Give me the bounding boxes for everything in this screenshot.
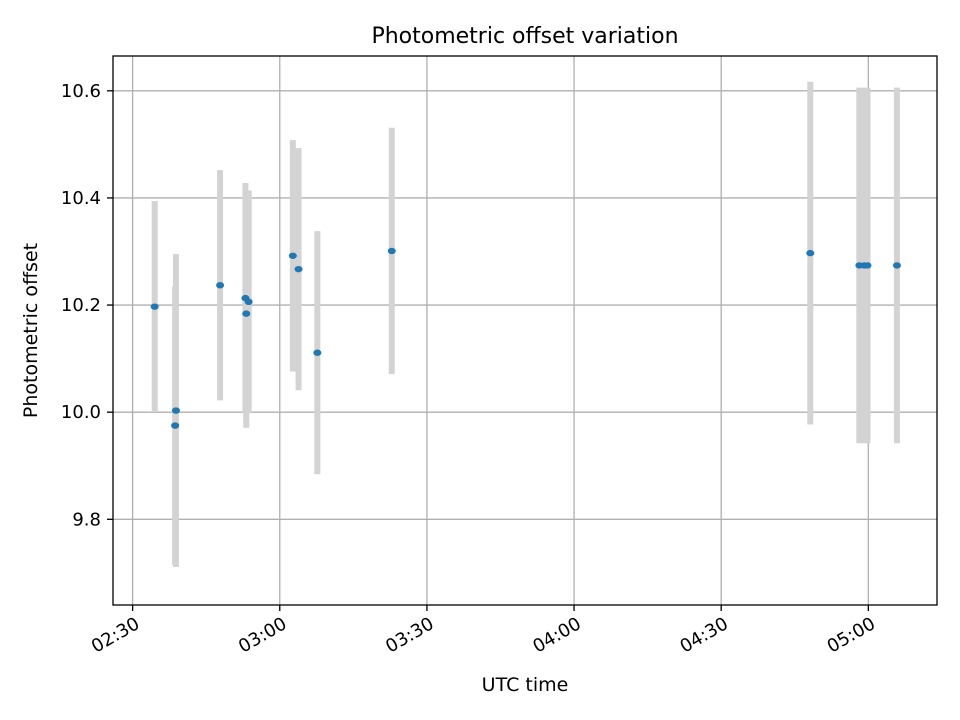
y-tick-label: 10.0 bbox=[61, 402, 101, 423]
data-point bbox=[387, 247, 396, 255]
gridlines bbox=[113, 56, 937, 605]
y-tick-label: 10.6 bbox=[61, 81, 101, 102]
y-axis-ticks: 9.8 10.0 10.2 10.4 10.6 bbox=[61, 81, 113, 530]
x-tick-label: 04:30 bbox=[676, 613, 731, 657]
x-axis-label: UTC time bbox=[482, 674, 569, 696]
x-tick-label: 02:30 bbox=[88, 613, 143, 657]
data-point bbox=[171, 422, 180, 429]
x-tick-label: 04:00 bbox=[529, 613, 584, 657]
data-point bbox=[244, 298, 253, 306]
data-point bbox=[313, 349, 322, 356]
data-point bbox=[150, 303, 159, 310]
data-point bbox=[288, 252, 297, 259]
data-point bbox=[892, 262, 901, 269]
y-axis-label: Photometric offset bbox=[20, 243, 42, 418]
y-tick-label: 9.8 bbox=[72, 509, 101, 530]
y-tick-label: 10.4 bbox=[61, 188, 101, 209]
x-axis-ticks: 02:30 03:00 03:30 04:00 04:30 05:00 bbox=[88, 605, 879, 657]
data-point bbox=[171, 407, 180, 414]
data-point bbox=[863, 262, 872, 269]
x-tick-label: 03:00 bbox=[235, 613, 290, 657]
chart-title: Photometric offset variation bbox=[371, 24, 678, 49]
data-point bbox=[242, 310, 251, 317]
y-tick-label: 10.2 bbox=[61, 295, 101, 316]
data-points bbox=[150, 247, 901, 429]
error-bars bbox=[151, 81, 900, 567]
x-tick-label: 05:00 bbox=[824, 613, 879, 657]
x-tick-label: 03:30 bbox=[382, 613, 437, 657]
data-point bbox=[294, 265, 303, 273]
plot-area-frame bbox=[112, 55, 938, 606]
data-point bbox=[216, 282, 225, 289]
data-point bbox=[806, 249, 815, 257]
